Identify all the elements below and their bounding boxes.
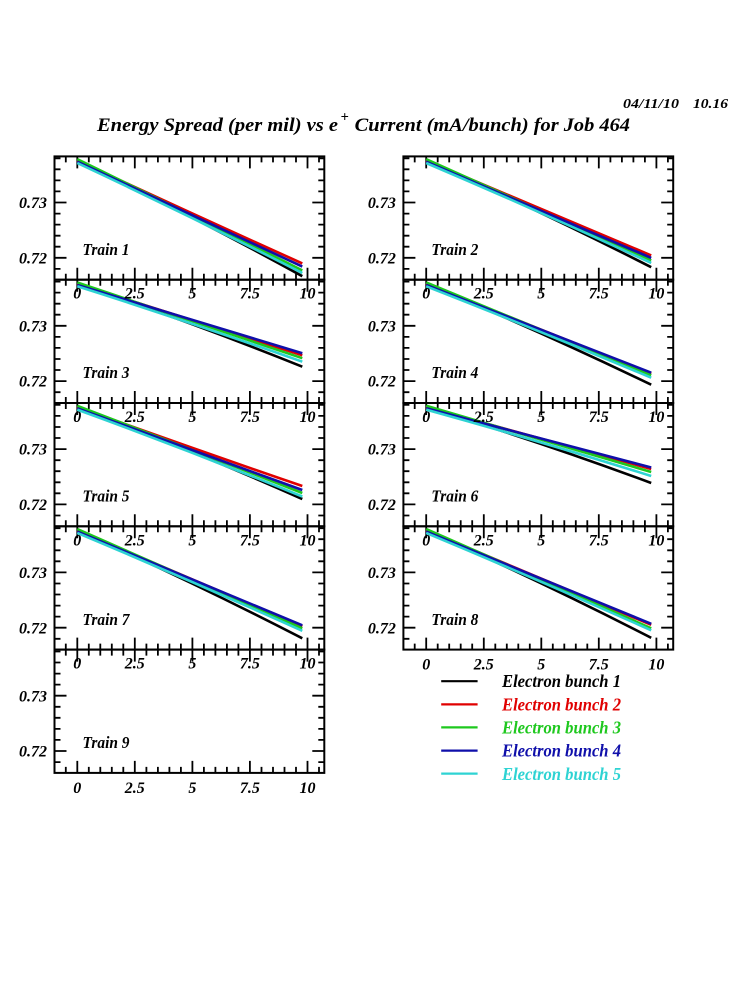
svg-text:10: 10 (648, 409, 664, 426)
svg-text:0.73: 0.73 (19, 318, 47, 335)
svg-text:7.5: 7.5 (240, 780, 260, 797)
svg-text:+: + (341, 110, 349, 126)
svg-text:0: 0 (422, 532, 430, 549)
svg-text:2.5: 2.5 (473, 409, 494, 426)
svg-text:04/11/10: 04/11/10 (623, 96, 679, 111)
svg-text:2.5: 2.5 (473, 657, 494, 674)
svg-text:7.5: 7.5 (589, 286, 609, 303)
svg-text:2.5: 2.5 (124, 286, 145, 303)
svg-text:7.5: 7.5 (589, 657, 609, 674)
svg-text:2.5: 2.5 (124, 409, 145, 426)
svg-text:5: 5 (537, 286, 545, 303)
svg-text:0.73: 0.73 (19, 195, 47, 212)
svg-text:5: 5 (188, 286, 196, 303)
svg-text:Train 9: Train 9 (83, 733, 130, 752)
svg-text:0.72: 0.72 (368, 374, 396, 391)
svg-text:Train 6: Train 6 (431, 487, 478, 506)
svg-text:0.72: 0.72 (368, 497, 396, 514)
svg-text:0.73: 0.73 (19, 688, 47, 705)
svg-text:Energy Spread (per mil) vs e: Energy Spread (per mil) vs e (96, 115, 339, 136)
svg-text:2.5: 2.5 (124, 532, 145, 549)
svg-text:0.72: 0.72 (368, 620, 396, 637)
svg-text:0: 0 (422, 286, 430, 303)
svg-text:Train 5: Train 5 (83, 487, 130, 506)
svg-text:0.72: 0.72 (19, 374, 47, 391)
svg-text:2.5: 2.5 (473, 286, 494, 303)
svg-text:10: 10 (300, 656, 316, 673)
svg-text:Electron bunch 3: Electron bunch 3 (501, 718, 621, 738)
svg-text:0.72: 0.72 (19, 250, 47, 267)
svg-text:Electron bunch 1: Electron bunch 1 (501, 671, 621, 691)
svg-text:Train 1: Train 1 (83, 240, 130, 259)
svg-text:10.16: 10.16 (693, 96, 728, 111)
svg-text:5: 5 (188, 409, 196, 426)
svg-text:Electron bunch 2: Electron bunch 2 (501, 694, 621, 714)
svg-text:0: 0 (73, 656, 81, 673)
svg-text:0.73: 0.73 (368, 565, 396, 582)
svg-text:Electron bunch 4: Electron bunch 4 (501, 741, 621, 761)
svg-text:2.5: 2.5 (473, 532, 494, 549)
svg-text:5: 5 (188, 532, 196, 549)
svg-text:0: 0 (422, 657, 430, 674)
svg-text:Current (mA/bunch) for Job 464: Current (mA/bunch) for Job 464 (355, 115, 630, 136)
svg-text:7.5: 7.5 (240, 409, 260, 426)
svg-text:0: 0 (73, 532, 81, 549)
svg-text:0: 0 (73, 286, 81, 303)
svg-text:Train 4: Train 4 (431, 363, 478, 382)
svg-text:5: 5 (188, 780, 196, 797)
svg-text:5: 5 (188, 656, 196, 673)
svg-text:10: 10 (300, 286, 316, 303)
svg-text:5: 5 (537, 532, 545, 549)
svg-text:0.73: 0.73 (19, 565, 47, 582)
svg-text:7.5: 7.5 (589, 532, 609, 549)
svg-text:Train 2: Train 2 (431, 240, 478, 259)
svg-text:10: 10 (648, 657, 664, 674)
svg-text:10: 10 (300, 409, 316, 426)
svg-text:0.72: 0.72 (19, 744, 47, 761)
svg-text:0.72: 0.72 (368, 250, 396, 267)
svg-text:Train 3: Train 3 (83, 363, 130, 382)
svg-text:0.73: 0.73 (368, 195, 396, 212)
svg-text:0.73: 0.73 (19, 442, 47, 459)
svg-text:0.73: 0.73 (368, 318, 396, 335)
svg-text:5: 5 (537, 409, 545, 426)
svg-text:Train 8: Train 8 (431, 610, 478, 629)
svg-text:Train 7: Train 7 (83, 610, 131, 629)
svg-text:2.5: 2.5 (124, 656, 145, 673)
svg-text:10: 10 (648, 532, 664, 549)
svg-text:0: 0 (422, 409, 430, 426)
svg-text:0.72: 0.72 (19, 497, 47, 514)
svg-text:10: 10 (300, 780, 316, 797)
svg-text:2.5: 2.5 (124, 780, 145, 797)
svg-text:7.5: 7.5 (240, 532, 260, 549)
svg-text:7.5: 7.5 (240, 286, 260, 303)
svg-text:0.73: 0.73 (368, 442, 396, 459)
svg-text:0: 0 (73, 409, 81, 426)
svg-text:5: 5 (537, 657, 545, 674)
svg-text:0.72: 0.72 (19, 620, 47, 637)
svg-text:Electron bunch 5: Electron bunch 5 (501, 764, 621, 784)
svg-text:0: 0 (73, 780, 81, 797)
svg-text:10: 10 (648, 286, 664, 303)
svg-text:7.5: 7.5 (589, 409, 609, 426)
svg-text:10: 10 (300, 532, 316, 549)
svg-text:7.5: 7.5 (240, 656, 260, 673)
